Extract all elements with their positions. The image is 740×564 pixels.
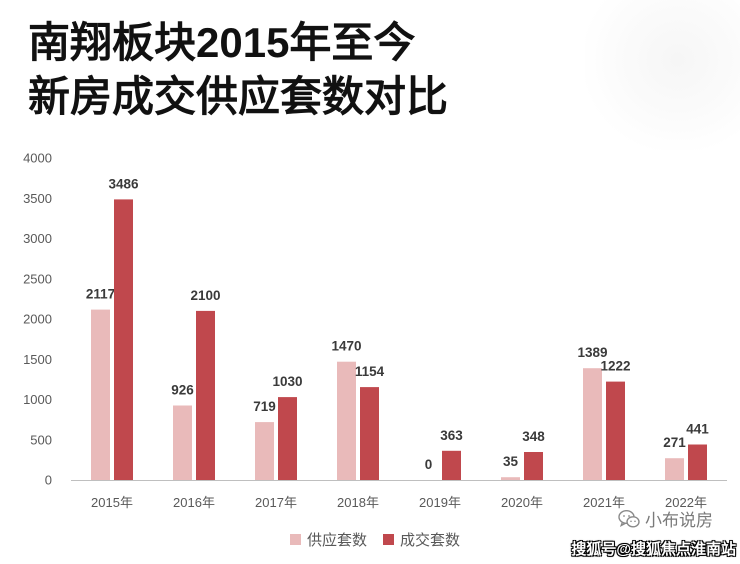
supply-bar xyxy=(337,361,356,480)
sales-bar xyxy=(606,381,625,480)
chart-title: 南翔板块2015年至今 新房成交供应套数对比 xyxy=(28,16,448,124)
sales-data-label: 348 xyxy=(522,429,545,444)
sales-bar xyxy=(688,444,707,480)
sales-data-label: 1154 xyxy=(355,364,385,379)
y-tick-label: 3000 xyxy=(23,231,52,246)
y-tick-label: 3500 xyxy=(23,191,52,206)
supply-bar xyxy=(501,477,520,480)
sales-data-label: 1222 xyxy=(600,359,630,374)
supply-bar xyxy=(583,368,602,480)
legend-swatch-sales xyxy=(383,534,395,545)
x-tick-label: 2019年 xyxy=(419,495,461,510)
supply-data-label: 2117 xyxy=(86,287,115,302)
sales-bar xyxy=(196,310,215,480)
sales-data-label: 363 xyxy=(440,428,463,443)
sales-bar xyxy=(442,450,461,480)
supply-data-label: 35 xyxy=(503,454,519,469)
legend-item-supply: 供应套数 xyxy=(290,529,367,550)
x-tick-label: 2018年 xyxy=(337,495,379,510)
legend-item-sales: 成交套数 xyxy=(383,529,460,550)
supply-data-label: 1470 xyxy=(331,339,361,354)
legend-label-sales: 成交套数 xyxy=(400,532,461,549)
supply-bar xyxy=(173,405,192,480)
chart-legend: 供应套数 成交套数 xyxy=(290,529,476,550)
y-tick-label: 1500 xyxy=(23,352,52,367)
legend-swatch-supply xyxy=(290,534,301,545)
chart-title-line-2: 新房成交供应套数对比 xyxy=(28,73,449,120)
x-tick-label: 2017年 xyxy=(255,495,297,510)
x-tick-label: 2016年 xyxy=(173,495,215,510)
supply-data-label: 926 xyxy=(171,383,194,398)
sales-data-label: 1030 xyxy=(272,374,302,389)
sales-data-label: 441 xyxy=(686,422,709,437)
x-tick-label: 2020年 xyxy=(501,495,543,510)
sales-bar xyxy=(114,199,133,480)
sales-bar xyxy=(360,387,379,480)
watermark-account-name: 小布说房 xyxy=(645,511,713,530)
watermark-source: 搜狐号@搜狐焦点淮南站 xyxy=(571,541,736,558)
y-tick-label: 500 xyxy=(30,432,52,447)
supply-bar xyxy=(255,422,274,480)
sales-bar xyxy=(524,452,543,480)
y-tick-label: 4000 xyxy=(23,151,52,166)
supply-data-label: 271 xyxy=(663,435,686,450)
x-tick-label: 2021年 xyxy=(583,495,625,510)
legend-label-supply: 供应套数 xyxy=(307,532,368,549)
supply-bar xyxy=(665,458,684,480)
watermark-account: 小布说房 xyxy=(618,506,713,531)
supply-data-label: 1389 xyxy=(577,345,607,360)
x-tick-label: 2015年 xyxy=(91,495,133,510)
sales-data-label: 2100 xyxy=(190,288,220,303)
supply-data-label: 719 xyxy=(253,399,276,414)
sales-data-label: 3486 xyxy=(108,176,139,191)
sales-bar xyxy=(278,397,297,480)
background-glare xyxy=(585,0,740,150)
y-tick-label: 2000 xyxy=(23,312,52,327)
chart-title-line-1: 南翔板块2015年至今 xyxy=(28,19,416,66)
y-tick-label: 0 xyxy=(45,473,52,488)
wechat-icon xyxy=(618,509,640,528)
y-tick-label: 1000 xyxy=(23,392,52,407)
supply-data-label: 0 xyxy=(425,457,433,472)
x-tick-label: 2022年 xyxy=(665,495,707,510)
supply-bar xyxy=(91,309,110,480)
y-tick-label: 2500 xyxy=(23,271,52,286)
